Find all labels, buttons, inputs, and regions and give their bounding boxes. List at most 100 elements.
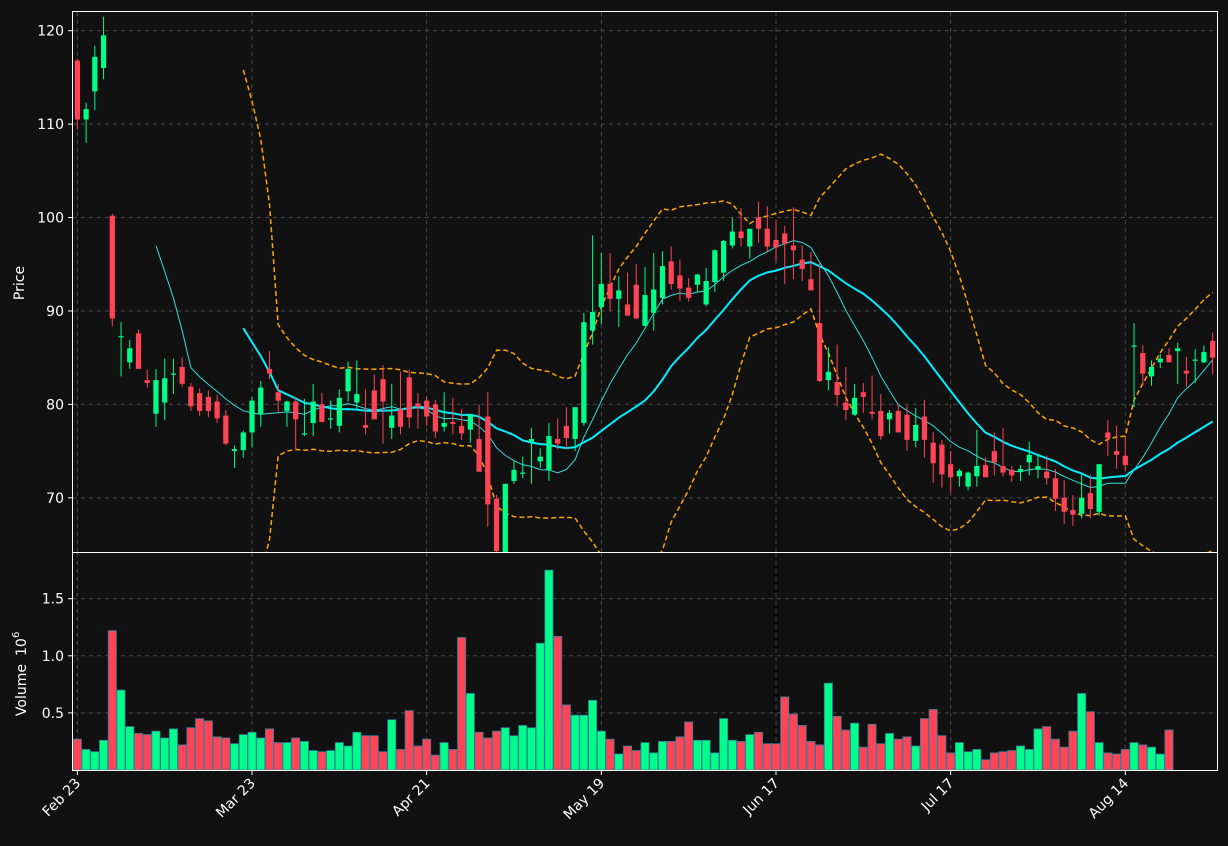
candle — [1070, 495, 1076, 526]
volume-bar — [1085, 711, 1095, 770]
candle-body — [371, 390, 377, 420]
candle — [773, 219, 779, 263]
candle-body — [799, 259, 805, 269]
candle-body — [188, 386, 194, 407]
candle-body — [127, 348, 133, 363]
candle-body — [362, 424, 369, 428]
volume-bar — [457, 637, 467, 770]
candle — [293, 396, 299, 451]
candle — [991, 432, 997, 476]
bollinger-bands — [242, 69, 1214, 552]
volume-bar — [806, 741, 816, 770]
candle-body — [1044, 471, 1050, 479]
volume-bar — [439, 742, 449, 770]
candle — [1000, 427, 1006, 477]
volume-bar — [107, 630, 117, 770]
volume-bar — [998, 751, 1008, 770]
candle — [441, 392, 447, 432]
candle — [694, 273, 701, 293]
candle-body — [493, 498, 500, 552]
candle — [843, 367, 849, 421]
candle — [886, 409, 893, 434]
candle-body — [1061, 497, 1067, 512]
volume-bar — [317, 751, 327, 770]
candle — [100, 16, 107, 80]
volume-tick-label: 0.5 — [42, 706, 64, 722]
price-tick-label: 90 — [46, 304, 64, 320]
candle — [589, 235, 596, 345]
candle — [528, 427, 535, 484]
volume-bar — [474, 731, 484, 770]
volume-bar — [1059, 746, 1069, 770]
volume-bar — [1042, 726, 1052, 770]
volume-bar — [588, 699, 598, 770]
candle-body — [432, 404, 439, 432]
candle — [485, 392, 491, 527]
volume-bar — [902, 736, 912, 770]
candle — [502, 483, 508, 552]
candle — [1079, 473, 1085, 519]
candle — [354, 360, 360, 410]
volume-bar — [326, 750, 336, 770]
volume-bar — [745, 734, 755, 770]
candle — [389, 383, 395, 439]
candle — [1157, 353, 1163, 368]
candle — [450, 397, 456, 435]
candle — [808, 252, 814, 291]
candle-body — [537, 456, 543, 462]
candle-body — [301, 433, 308, 435]
candle-body — [258, 387, 264, 414]
candle — [624, 272, 631, 316]
candle-body — [834, 381, 840, 396]
volume-axis-label: Volume 10 6 — [11, 632, 30, 716]
candle-body — [1148, 367, 1155, 377]
volume-bar — [282, 742, 292, 770]
candle — [895, 404, 901, 433]
candle-body — [921, 416, 928, 440]
candle — [266, 351, 273, 380]
candle-body — [878, 410, 884, 437]
candle — [869, 375, 875, 420]
candle — [1122, 436, 1128, 471]
candle — [659, 251, 666, 305]
candle-body — [144, 380, 150, 383]
candle — [930, 432, 936, 483]
volume-panel-frame — [72, 552, 1218, 771]
volume-bar — [954, 742, 964, 770]
candle-body — [581, 322, 587, 424]
candle — [913, 408, 919, 448]
volume-axis-title: Volume — [14, 664, 30, 716]
candle-body — [773, 239, 779, 248]
volume-bar — [850, 722, 860, 770]
candle — [188, 382, 194, 411]
candle — [144, 369, 150, 388]
candle-body — [825, 371, 832, 381]
volume-bar — [771, 743, 781, 770]
volume-bar — [701, 739, 711, 770]
volume-bar — [492, 730, 502, 770]
candle — [432, 399, 439, 439]
volume-bar — [1120, 749, 1130, 770]
candle-body — [659, 266, 666, 298]
candle — [677, 259, 683, 301]
volume-axis-exponent: 6 — [11, 632, 22, 638]
candle-body — [240, 432, 246, 451]
volume-bar — [981, 759, 991, 770]
candle-body — [458, 425, 465, 434]
candle-body — [1175, 348, 1181, 352]
candle-body — [598, 283, 604, 308]
candle — [1035, 453, 1041, 479]
candle-body — [179, 367, 185, 384]
candle — [406, 369, 412, 428]
candle-body — [624, 304, 631, 316]
candle-body — [755, 217, 762, 229]
volume-bar — [561, 704, 571, 770]
candle — [1140, 345, 1146, 386]
candle — [860, 382, 866, 413]
candle — [581, 312, 587, 426]
candle — [1183, 356, 1190, 387]
price-tick-label: 110 — [37, 117, 64, 133]
candle-body — [747, 228, 753, 247]
candle-body — [886, 412, 893, 420]
